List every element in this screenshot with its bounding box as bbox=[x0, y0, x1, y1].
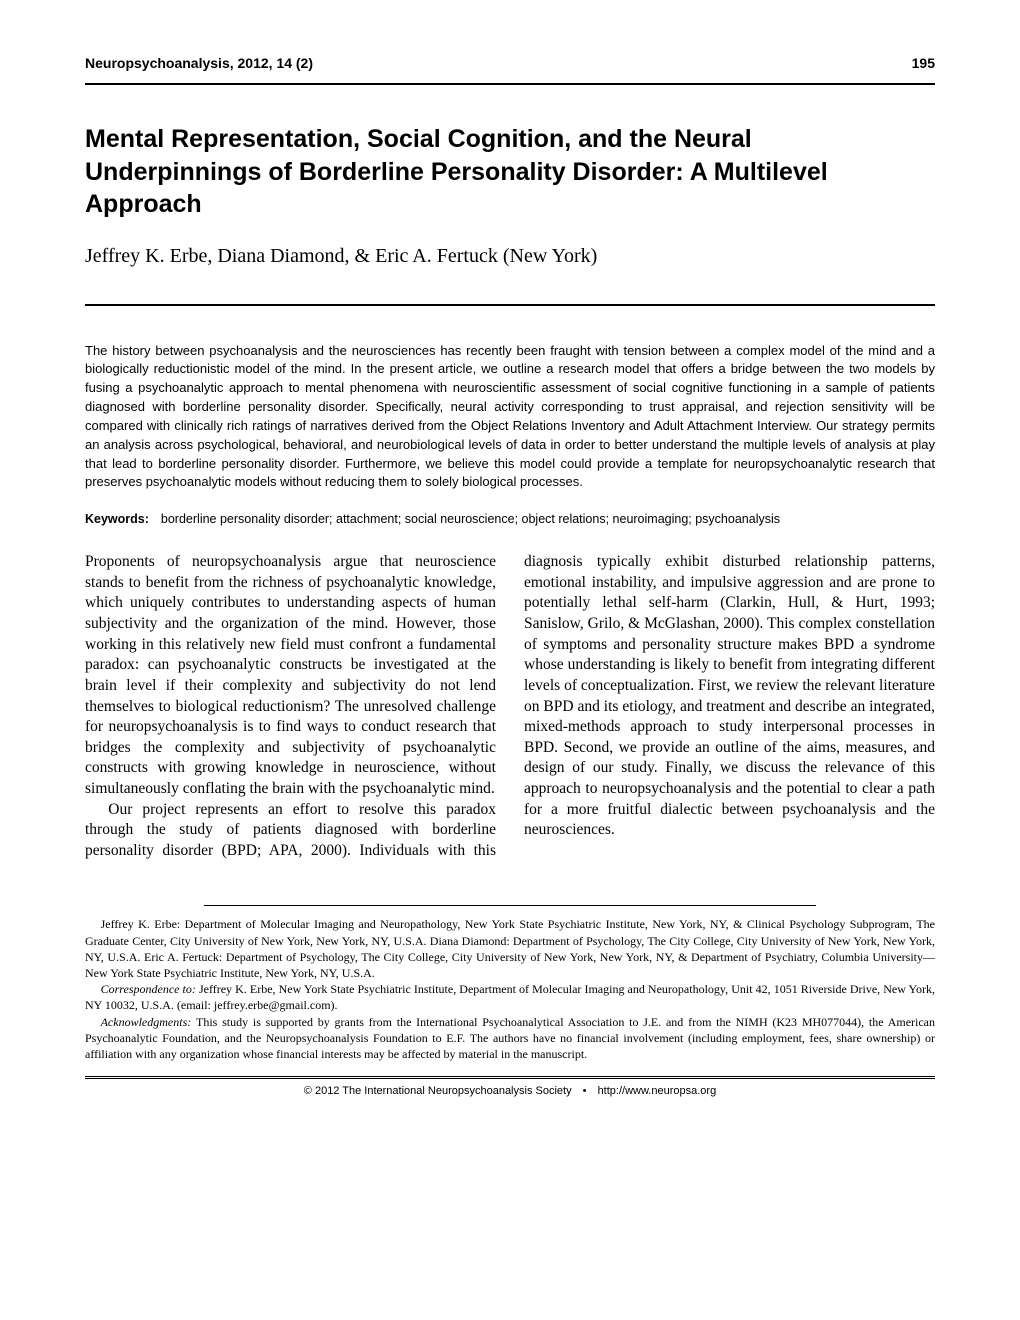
acknowledgments-text: This study is supported by grants from t… bbox=[85, 1015, 935, 1061]
separator-bullet: • bbox=[583, 1085, 587, 1097]
copyright-text: © 2012 The International Neuropsychoanal… bbox=[304, 1085, 572, 1097]
correspondence-note: Correspondence to: Jeffrey K. Erbe, New … bbox=[85, 981, 935, 1013]
keywords-label: Keywords: bbox=[85, 512, 149, 526]
correspondence-text: Jeffrey K. Erbe, New York State Psychiat… bbox=[85, 982, 935, 1012]
copyright-line: © 2012 The International Neuropsychoanal… bbox=[85, 1085, 935, 1097]
keywords-row: Keywords: borderline personality disorder… bbox=[85, 512, 935, 526]
footer-rule-bottom bbox=[85, 1078, 935, 1079]
footer-rule-top bbox=[85, 1076, 935, 1077]
acknowledgments-note: Acknowledgments: This study is supported… bbox=[85, 1014, 935, 1063]
journal-issue: Neuropsychoanalysis, 2012, 14 (2) bbox=[85, 55, 313, 71]
article-title: Mental Representation, Social Cognition,… bbox=[85, 123, 935, 221]
acknowledgments-label: Acknowledgments: bbox=[101, 1015, 196, 1029]
running-header: Neuropsychoanalysis, 2012, 14 (2) 195 bbox=[85, 55, 935, 71]
body-paragraph-1: Proponents of neuropsychoanalysis argue … bbox=[85, 552, 496, 799]
body-columns: Proponents of neuropsychoanalysis argue … bbox=[85, 552, 935, 861]
author-line: Jeffrey K. Erbe, Diana Diamond, & Eric A… bbox=[85, 245, 935, 268]
title-rule bbox=[85, 304, 935, 306]
page-number: 195 bbox=[912, 55, 935, 71]
author-affiliations: Jeffrey K. Erbe: Department of Molecular… bbox=[85, 916, 935, 981]
header-rule bbox=[85, 83, 935, 85]
keywords-text: borderline personality disorder; attachm… bbox=[161, 512, 780, 526]
footnote-separator bbox=[204, 905, 816, 906]
footnotes-block: Jeffrey K. Erbe: Department of Molecular… bbox=[85, 916, 935, 1062]
correspondence-label: Correspondence to: bbox=[101, 982, 199, 996]
publisher-url: http://www.neuropsa.org bbox=[598, 1085, 717, 1097]
abstract-text: The history between psychoanalysis and t… bbox=[85, 342, 935, 493]
